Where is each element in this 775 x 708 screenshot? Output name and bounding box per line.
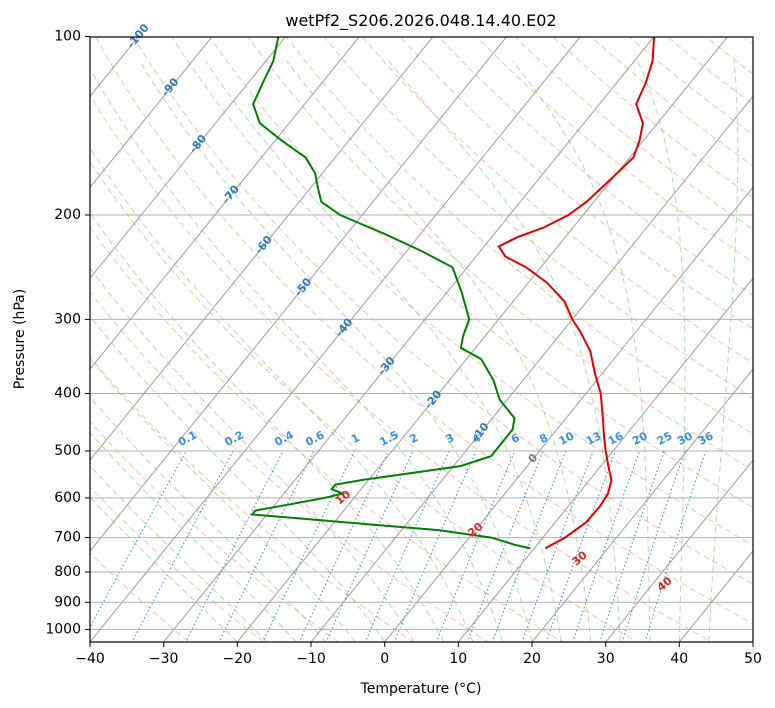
moist-adiabat-line <box>637 60 686 642</box>
chart-title: wetPf2_S206.2026.048.14.40.E02 <box>285 11 556 31</box>
x-tick-label: 50 <box>744 651 762 667</box>
isotherm-line <box>90 37 434 461</box>
isotherms <box>90 37 753 642</box>
moist-adiabat-line <box>90 357 356 642</box>
y-axis-label: Pressure (hPa) <box>12 289 28 389</box>
isotherm-line <box>531 368 753 642</box>
mixing-ratio-label: 30 <box>675 429 695 448</box>
isotherm-line <box>384 186 753 642</box>
x-tick-label: −10 <box>296 651 326 667</box>
isotherm-line <box>90 37 360 370</box>
plot-frame <box>89 36 754 643</box>
mixing-ratio-label: 16 <box>606 429 626 448</box>
x-tick-label: 10 <box>449 651 467 667</box>
moist-adiabat-line <box>708 61 739 642</box>
x-tick-label: −40 <box>75 651 105 667</box>
x-tick-label: −20 <box>223 651 253 667</box>
y-tick-label: 700 <box>54 530 81 546</box>
x-tick-label: 0 <box>380 651 389 667</box>
mixing-ratio-label: 20 <box>630 429 650 448</box>
y-tick-label: 200 <box>54 207 81 223</box>
isotherm-line <box>310 95 753 642</box>
dry-adiabat-line <box>209 37 753 508</box>
y-tick-label: 1000 <box>45 621 81 637</box>
y-tick-label: 100 <box>54 29 81 45</box>
moist-adiabats <box>90 60 739 642</box>
x-tick-label: 40 <box>670 651 688 667</box>
isotherm-line <box>90 37 286 279</box>
moist-adiabat-line <box>388 60 621 642</box>
moist-adiabat-line <box>90 146 474 642</box>
y-tick-label: 400 <box>54 386 81 402</box>
isotherm-line <box>90 37 213 189</box>
y-axis-ticks: 100 200 300 400 500 600 700 800 900 1000 <box>45 29 90 637</box>
pressure-gridlines <box>90 214 753 630</box>
isotherm-line <box>236 37 728 642</box>
dry-adiabat-line <box>247 37 753 471</box>
x-axis-label: Temperature (°C) <box>360 681 482 697</box>
dry-adiabat-line <box>399 37 753 330</box>
mixing-ratio-label: 25 <box>655 429 675 448</box>
moist-adiabat-line <box>286 60 592 642</box>
mixing-ratio-label: 10 <box>557 429 577 448</box>
isotherm-line <box>605 459 753 642</box>
isotherm-line <box>90 37 581 642</box>
plot-background <box>90 37 753 642</box>
isotherm-line <box>90 37 507 552</box>
dry-adiabat-line <box>323 37 753 399</box>
x-tick-label: 20 <box>523 651 541 667</box>
y-tick-label: 300 <box>54 311 81 327</box>
temperature-profile-line <box>497 37 656 550</box>
moist-adiabat-line <box>90 212 445 642</box>
dry-adiabat-line <box>90 552 190 642</box>
mixing-ratio-label: 13 <box>584 429 604 448</box>
isotherm-line <box>163 37 655 642</box>
x-tick-label: −30 <box>149 651 179 667</box>
dewpoint-profile-line <box>250 37 531 550</box>
x-tick-label: 30 <box>597 651 615 667</box>
y-tick-label: 900 <box>54 594 81 610</box>
moist-adiabat-line <box>90 396 327 642</box>
x-axis-ticks: −40 −30 −20 −10 0 10 20 30 40 50 <box>75 642 762 667</box>
mixing-ratio-label: 36 <box>696 429 716 448</box>
moist-adiabat-line <box>512 60 651 642</box>
y-tick-label: 500 <box>54 443 81 459</box>
isotherm-line <box>457 277 753 642</box>
moist-adiabat-line <box>139 60 533 642</box>
dry-adiabat-line <box>90 356 414 642</box>
y-tick-label: 800 <box>54 564 81 580</box>
dry-adiabat-line <box>285 37 753 435</box>
moist-adiabat-line <box>90 67 503 642</box>
dry-adiabat-line <box>90 420 340 642</box>
moist-adiabat-line <box>90 315 386 642</box>
moist-adiabat-line <box>204 60 562 642</box>
y-tick-label: 600 <box>54 490 81 506</box>
